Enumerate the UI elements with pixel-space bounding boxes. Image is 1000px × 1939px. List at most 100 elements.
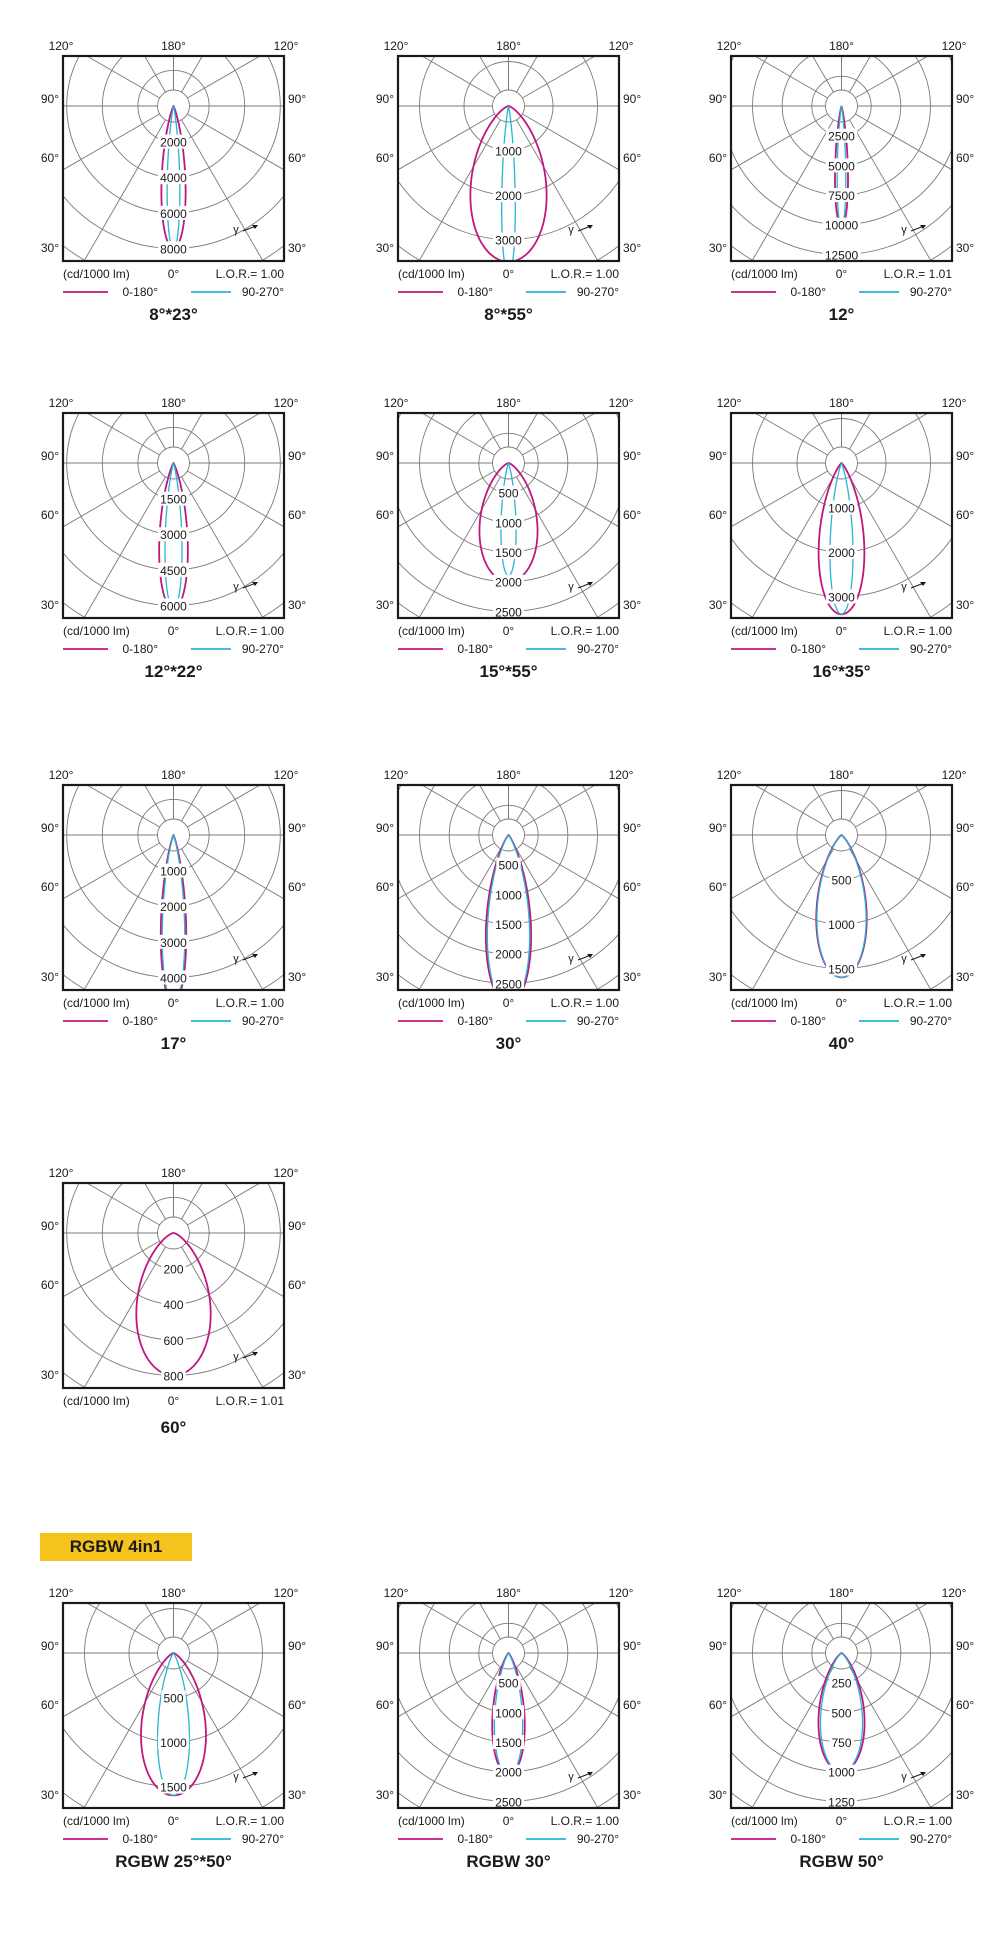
- ring-label: 500: [831, 1706, 851, 1720]
- angle-label-top-left: 120°: [384, 768, 409, 782]
- angle-label-right: 90°: [956, 449, 974, 463]
- grid-spoke: [731, 470, 828, 528]
- grid-spoke: [85, 413, 160, 456]
- unit-label: (cd/1000 lm): [731, 267, 798, 281]
- grid-spoke: [187, 1603, 262, 1646]
- ring-label: 3000: [160, 936, 187, 950]
- grid-spoke: [516, 848, 599, 990]
- angle-label-left: 60°: [709, 508, 727, 522]
- grid-spoke: [522, 1603, 597, 1646]
- plot-frame: [61, 1181, 286, 1390]
- intensity-curve-c90-270: [816, 834, 867, 979]
- grid-spoke: [516, 476, 599, 618]
- grid-spoke: [398, 1660, 495, 1718]
- grid-spoke: [522, 842, 619, 900]
- gamma-label: γ: [568, 953, 574, 965]
- grid-spoke: [849, 848, 932, 990]
- gamma-arrow-head: [252, 1352, 258, 1356]
- ring-label: 2000: [828, 546, 855, 560]
- grid-spoke: [181, 1246, 264, 1388]
- ring-label: 1000: [828, 1766, 855, 1780]
- zero-angle-label: 0°: [503, 996, 515, 1010]
- angle-label-left: 30°: [41, 241, 59, 255]
- angle-label-right: 30°: [956, 598, 974, 612]
- legend-label-c0-180: 0-180°: [791, 1014, 827, 1028]
- grid-spoke: [516, 1666, 599, 1808]
- gamma-arrow-head: [920, 1772, 926, 1776]
- ring-label: 2000: [495, 1766, 522, 1780]
- ring-label: 1500: [495, 918, 522, 932]
- grid-spoke: [849, 413, 871, 450]
- legend-label-c90-270: 90-270°: [242, 285, 284, 299]
- angle-label-top-left: 120°: [384, 39, 409, 53]
- zero-angle-label: 0°: [168, 1814, 180, 1828]
- angle-label-top-left: 120°: [717, 39, 742, 53]
- angle-label-right: 60°: [623, 508, 641, 522]
- zero-angle-label: 0°: [836, 1814, 848, 1828]
- grid-spoke: [398, 470, 495, 528]
- grid-spoke: [181, 476, 264, 618]
- angle-label-top-right: 120°: [274, 1586, 299, 1600]
- gamma-label: γ: [233, 953, 239, 965]
- ring-label: 1000: [828, 918, 855, 932]
- gamma-arrow-head: [252, 1772, 258, 1776]
- angle-label-left: 60°: [709, 1698, 727, 1712]
- angle-label-left: 60°: [41, 1278, 59, 1292]
- gamma-label: γ: [233, 581, 239, 593]
- legend-label-c90-270: 90-270°: [577, 1014, 619, 1028]
- legend-label-c0-180: 0-180°: [123, 285, 159, 299]
- zero-angle-label: 0°: [503, 267, 515, 281]
- grid-spoke: [751, 476, 834, 618]
- legend-label-c0-180: 0-180°: [791, 642, 827, 656]
- angle-label-left: 60°: [376, 880, 394, 894]
- angle-label-left: 30°: [709, 598, 727, 612]
- legend-label-c90-270: 90-270°: [242, 642, 284, 656]
- ring-label: 1500: [160, 1781, 187, 1795]
- gamma-arrow-head: [920, 954, 926, 958]
- angle-label-left: 60°: [709, 880, 727, 894]
- angle-label-right: 60°: [956, 151, 974, 165]
- lor-label: L.O.R.= 1.00: [216, 996, 285, 1010]
- angle-label-left: 30°: [709, 1788, 727, 1802]
- grid-spoke: [418, 1666, 501, 1808]
- grid-spoke: [187, 1240, 284, 1298]
- angle-label-left: 60°: [41, 1698, 59, 1712]
- angle-label-right: 60°: [288, 1278, 306, 1292]
- plot-frame: [396, 783, 621, 992]
- chart-title: 16°*35°: [812, 662, 870, 681]
- angle-label-top-right: 120°: [274, 1166, 299, 1180]
- grid-spoke: [753, 785, 828, 828]
- ring-label: 4500: [160, 564, 187, 578]
- grid-spoke: [85, 1183, 160, 1226]
- angle-label-top-center: 180°: [161, 768, 186, 782]
- grid-spoke: [187, 785, 262, 828]
- unit-label: (cd/1000 lm): [63, 1394, 130, 1408]
- unit-label: (cd/1000 lm): [398, 624, 465, 638]
- grid-spoke: [751, 1666, 834, 1808]
- ring-label: 3000: [160, 528, 187, 542]
- section-badge-rgbw: RGBW 4in1: [40, 1533, 192, 1561]
- gamma-label: γ: [233, 1771, 239, 1783]
- lor-label: L.O.R.= 1.00: [884, 624, 953, 638]
- ring-label: 2500: [828, 130, 855, 144]
- angle-label-top-center: 180°: [161, 1586, 186, 1600]
- lor-label: L.O.R.= 1.00: [551, 267, 620, 281]
- legend-label-c0-180: 0-180°: [458, 1014, 494, 1028]
- chart-title: RGBW 50°: [799, 1852, 883, 1871]
- angle-label-top-center: 180°: [496, 768, 521, 782]
- gamma-label: γ: [568, 224, 574, 236]
- intensity-curve-c90-270: [501, 105, 516, 261]
- grid-spoke: [751, 848, 834, 990]
- ring-label: 3000: [828, 591, 855, 605]
- gamma-label: γ: [233, 1351, 239, 1363]
- angle-label-right: 60°: [956, 880, 974, 894]
- legend-label-c0-180: 0-180°: [791, 1832, 827, 1846]
- angle-label-top-center: 180°: [161, 1166, 186, 1180]
- angle-label-right: 60°: [288, 151, 306, 165]
